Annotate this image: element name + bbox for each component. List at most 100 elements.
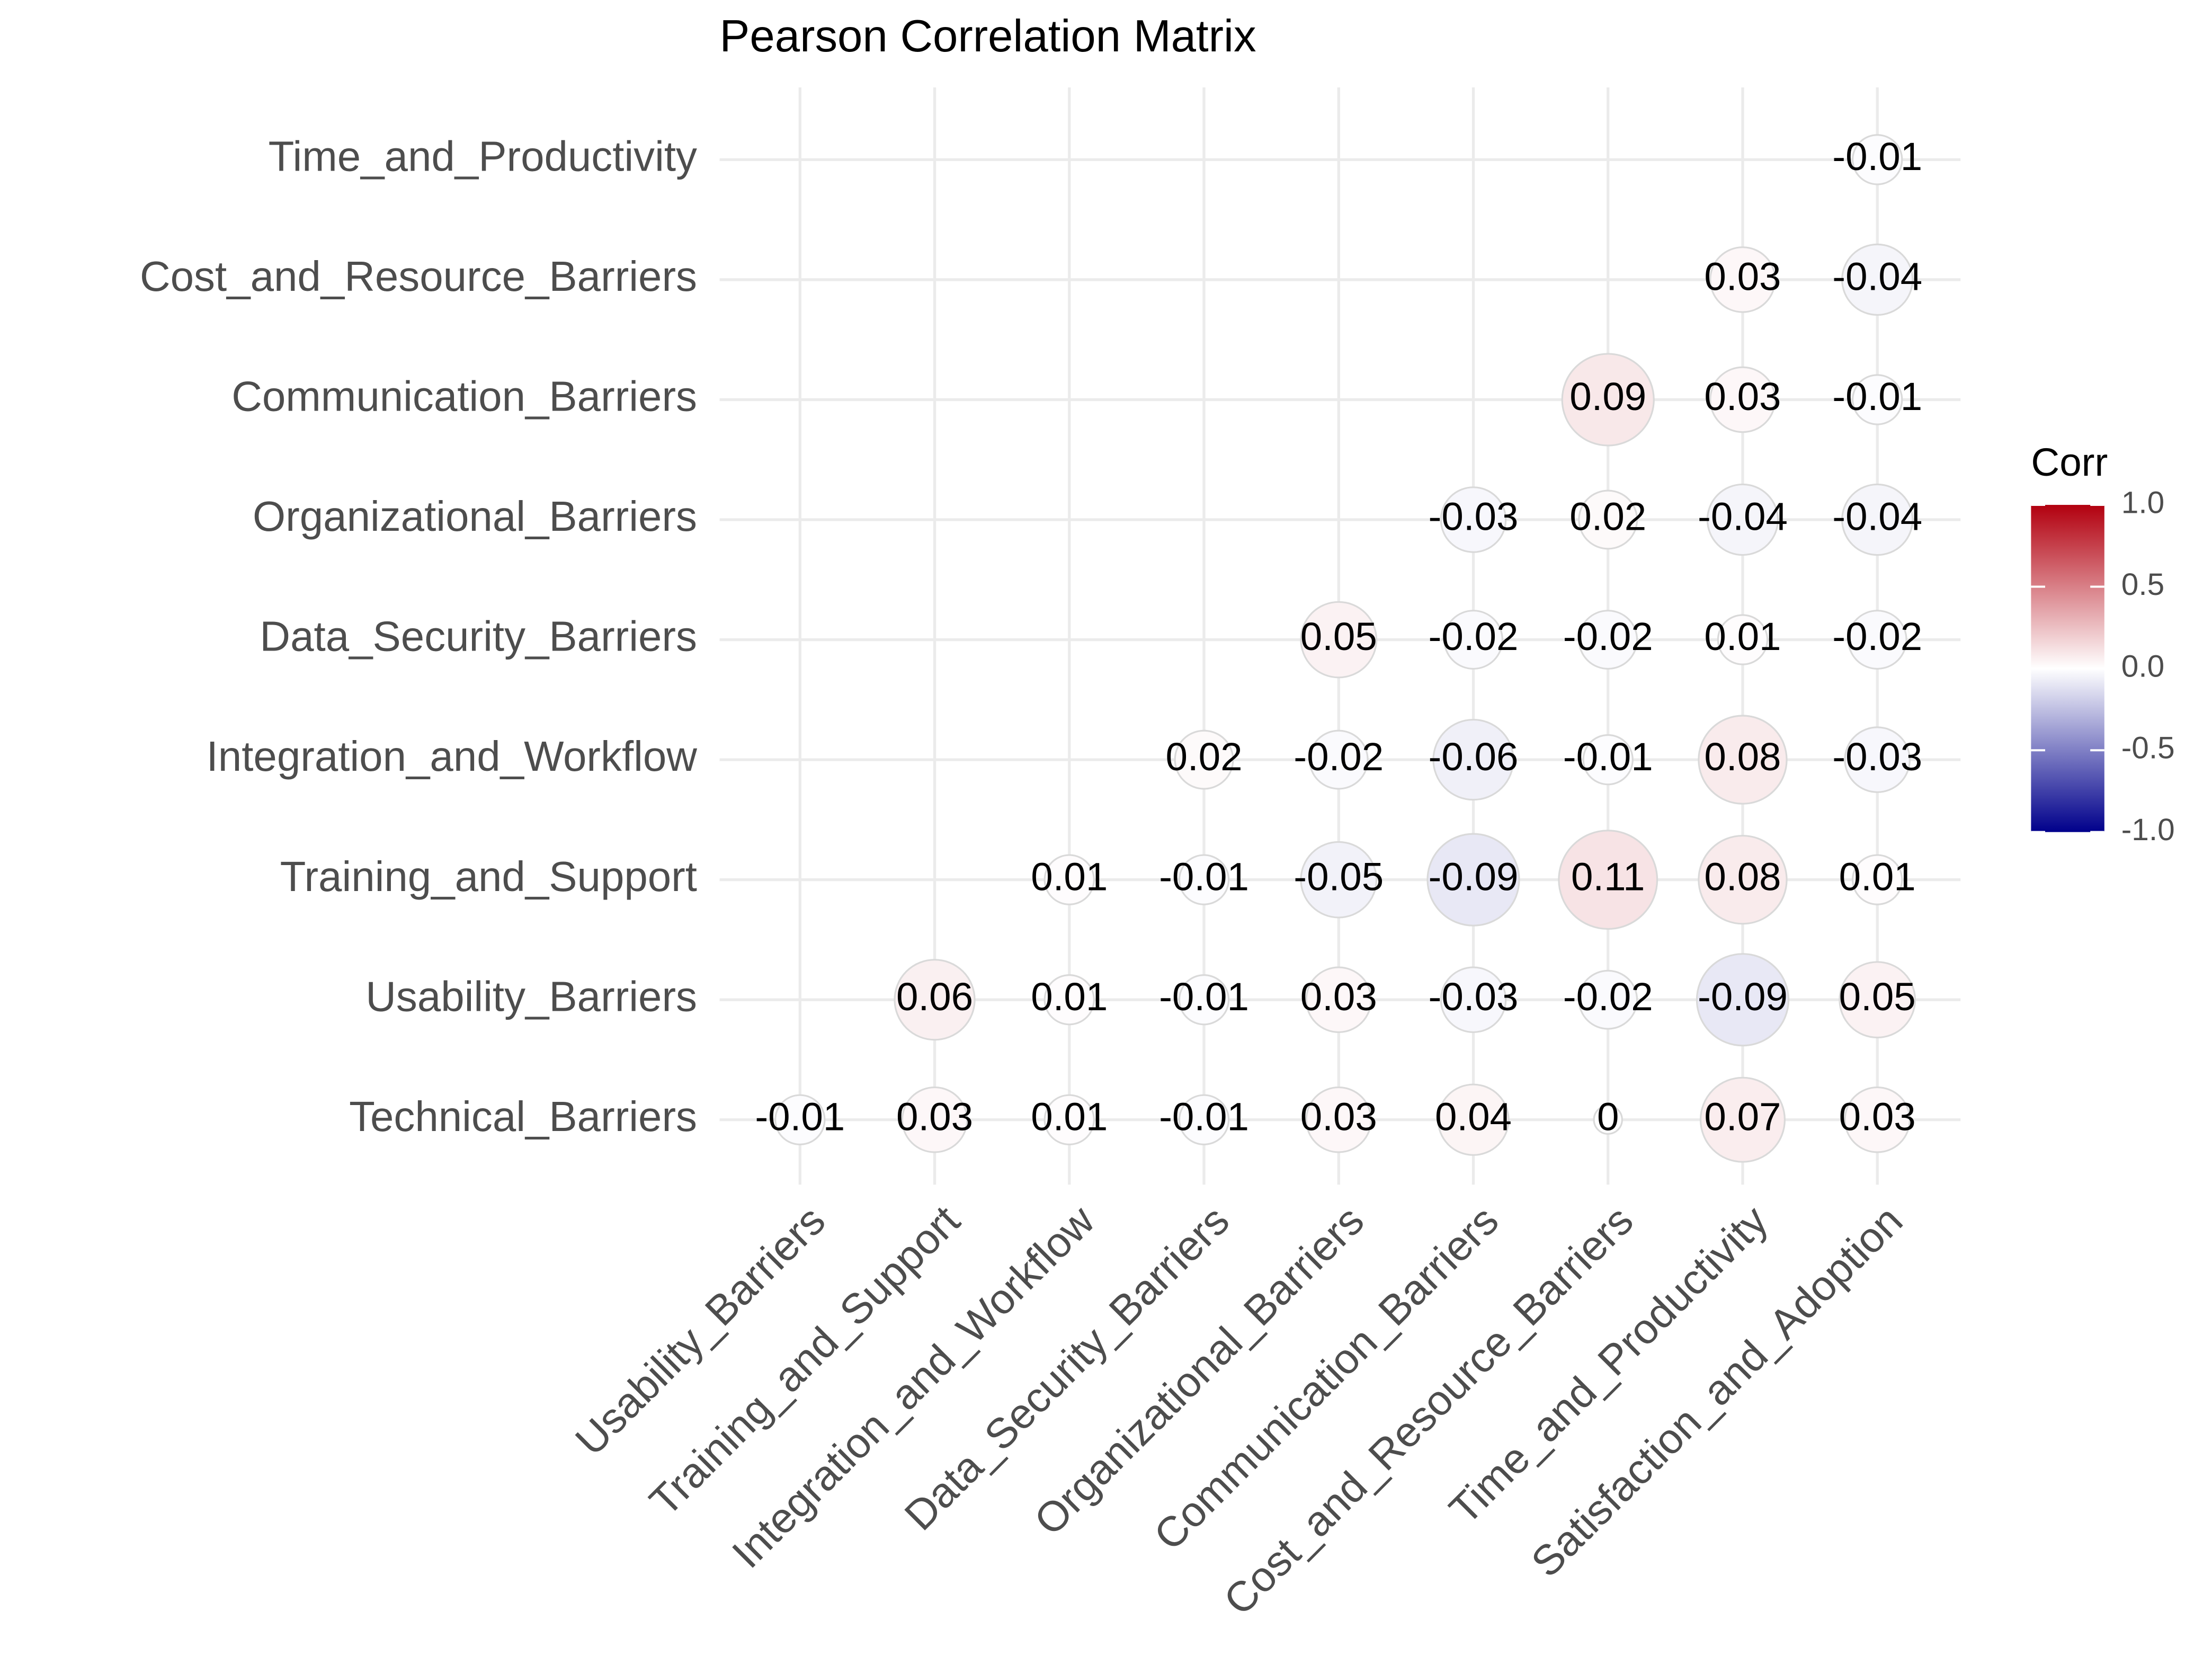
correlation-circle xyxy=(901,1086,968,1153)
correlation-circle xyxy=(1578,489,1638,550)
correlation-circle xyxy=(1440,486,1507,553)
value-label: 0.11 xyxy=(1571,854,1645,898)
correlation-circle xyxy=(1696,953,1790,1047)
correlation-circle xyxy=(1852,134,1903,185)
value-label: 0.08 xyxy=(1704,854,1781,898)
correlation-circle xyxy=(1300,841,1378,919)
correlation-circle xyxy=(1043,854,1095,905)
value-label: 0.04 xyxy=(1435,1094,1512,1138)
value-label: 0.01 xyxy=(1031,1094,1108,1138)
correlation-circle xyxy=(1561,353,1655,447)
legend-tick-label: 0.5 xyxy=(2121,567,2164,602)
y-tick-label: Communication_Barriers xyxy=(231,373,697,420)
correlation-circle xyxy=(1558,830,1658,930)
value-label: -0.01 xyxy=(1159,854,1249,898)
correlation-circle xyxy=(1582,734,1634,786)
correlation-circle xyxy=(1043,974,1095,1026)
y-tick-label: Integration_and_Workflow xyxy=(207,733,698,780)
value-label: 0.01 xyxy=(1704,615,1781,658)
y-tick-label: Training_and_Support xyxy=(280,853,697,900)
value-label: 0.08 xyxy=(1704,735,1781,779)
value-label: -0.01 xyxy=(1832,135,1922,179)
value-label: 0.01 xyxy=(1031,975,1108,1019)
value-label: -0.02 xyxy=(1563,975,1653,1019)
value-label: 0.07 xyxy=(1704,1094,1781,1138)
value-label: -0.09 xyxy=(1429,854,1519,898)
correlation-circle xyxy=(1440,966,1507,1034)
value-label: 0.03 xyxy=(1704,375,1781,419)
value-label: -0.02 xyxy=(1294,735,1384,779)
correlation-circle xyxy=(1178,854,1230,905)
legend-title: Corr xyxy=(2031,440,2108,484)
value-label: 0.03 xyxy=(1300,975,1377,1019)
correlation-circle xyxy=(1308,729,1369,790)
value-label: -0.09 xyxy=(1698,975,1788,1019)
value-label: 0.02 xyxy=(1569,495,1646,539)
correlation-circle xyxy=(774,1094,826,1145)
correlation-circle xyxy=(1300,601,1378,679)
value-label: 0.01 xyxy=(1839,854,1916,898)
correlation-circle xyxy=(1432,718,1514,801)
correlation-circle xyxy=(1844,726,1911,793)
correlation-circle xyxy=(1847,610,1907,670)
correlation-circle xyxy=(1578,969,1638,1030)
correlation-circle xyxy=(1709,246,1776,313)
value-label: 0.03 xyxy=(1300,1094,1377,1138)
correlation-circle xyxy=(1437,1083,1510,1156)
value-label: -0.02 xyxy=(1832,615,1922,658)
value-label: -0.04 xyxy=(1832,495,1922,539)
correlation-circle xyxy=(1717,614,1769,665)
y-tick-label: Organizational_Barriers xyxy=(253,493,697,540)
legend-tick-label: 0.0 xyxy=(2121,649,2164,683)
correlation-circle xyxy=(1443,610,1503,670)
value-label: -0.01 xyxy=(1563,735,1653,779)
value-label: -0.06 xyxy=(1429,735,1519,779)
value-label: 0.06 xyxy=(896,975,973,1019)
y-tick-label: Technical_Barriers xyxy=(349,1093,697,1140)
correlation-circle xyxy=(1852,854,1903,905)
correlation-circle xyxy=(1593,1105,1623,1135)
value-label: -0.01 xyxy=(1159,1094,1249,1138)
correlation-circle xyxy=(1698,715,1788,805)
value-label: -0.04 xyxy=(1698,495,1788,539)
value-label: 0.05 xyxy=(1839,975,1916,1019)
value-label: 0 xyxy=(1597,1094,1619,1138)
correlation-circle xyxy=(1178,1094,1230,1145)
correlation-circle xyxy=(1699,1076,1786,1163)
correlation-circle xyxy=(1852,374,1903,425)
correlation-circle xyxy=(1841,243,1914,316)
legend-tick-label: -0.5 xyxy=(2121,731,2175,765)
chart-title: Pearson Correlation Matrix xyxy=(720,11,1256,61)
correlation-circle xyxy=(1174,729,1234,790)
value-label: -0.05 xyxy=(1294,854,1384,898)
correlation-circle xyxy=(1178,974,1230,1026)
value-label: -0.01 xyxy=(1832,375,1922,419)
correlation-circle xyxy=(1709,366,1776,433)
correlation-circle xyxy=(894,959,976,1041)
value-label: 0.03 xyxy=(896,1094,973,1138)
value-label: -0.03 xyxy=(1429,495,1519,539)
value-label: -0.04 xyxy=(1832,255,1922,299)
correlation-circle xyxy=(1839,961,1916,1039)
legend-tick-label: 1.0 xyxy=(2121,486,2164,520)
value-label: 0.03 xyxy=(1704,255,1781,299)
value-label: -0.02 xyxy=(1563,615,1653,658)
y-tick-label: Usability_Barriers xyxy=(365,973,697,1020)
correlation-circle xyxy=(1043,1094,1095,1145)
value-label: 0.05 xyxy=(1300,615,1377,658)
correlation-circle xyxy=(1706,483,1779,556)
y-tick-label: Cost_and_Resource_Barriers xyxy=(140,253,697,300)
value-label: -0.01 xyxy=(755,1094,845,1138)
correlation-circle xyxy=(1578,610,1638,670)
correlation-circle xyxy=(1305,1086,1372,1153)
value-label: 0.01 xyxy=(1031,854,1108,898)
value-label: 0.03 xyxy=(1839,1094,1916,1138)
y-tick-label: Time_and_Productivity xyxy=(269,132,697,180)
y-tick-label: Data_Security_Barriers xyxy=(260,613,697,660)
value-label: -0.03 xyxy=(1429,975,1519,1019)
correlation-circle xyxy=(1305,966,1372,1034)
value-label: -0.01 xyxy=(1159,975,1249,1019)
correlation-circle xyxy=(1844,1086,1911,1153)
value-label: -0.02 xyxy=(1429,615,1519,658)
